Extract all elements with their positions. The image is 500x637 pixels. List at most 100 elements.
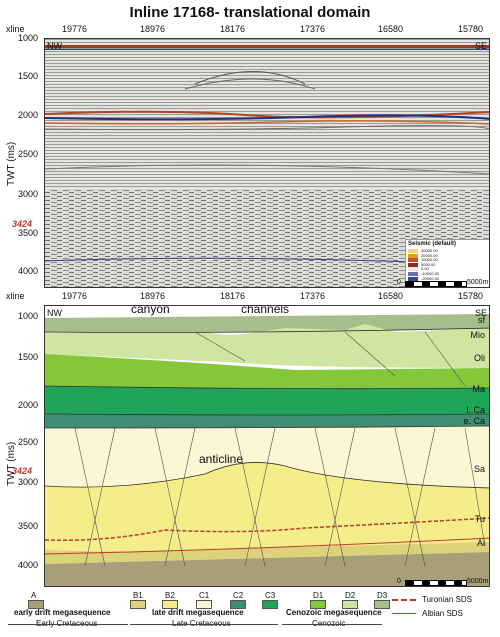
age-line [282,624,382,625]
xline-tick: 15780 [458,291,484,301]
layer-label-lca: l. Ca [466,405,485,415]
seismic-legend-value: -20000.00 [421,275,440,281]
group-name: late drift megasequence [152,608,244,617]
se-label-top: SE [474,41,487,51]
legend-swatch [196,600,212,609]
marker-3424-top: 3424 [11,219,32,229]
unit-legend: A B1 B2 C1 C2 C3 D1 D2 D3 early drift megasequen… [0,591,500,637]
layer-label-al: Al [476,538,485,548]
scale-start-bottom: 0 [397,578,401,585]
seismic-legend-swatch [408,262,418,267]
xline-tick: 16580 [378,291,404,301]
xline-tick: 18976 [140,291,166,301]
scale-start-top: 0 [397,279,401,286]
legend-code: C1 [199,591,210,600]
age-line [8,624,128,625]
albian-line-sample [392,613,416,614]
anticline-label: anticline [199,452,244,466]
y-tick: 3000 [17,477,38,487]
legend-code: C2 [233,591,244,600]
y-tick: 1500 [17,352,38,362]
xline-tick: 18176 [220,24,246,34]
y-tick: 2000 [17,400,38,410]
seismic-legend-entry: 20000.00 [408,252,488,258]
interpretation-image [45,306,489,586]
y-tick: 4000 [17,266,38,276]
albian-label: Albian SDS [422,609,463,618]
interpretation-panel: NW SE canyon channels anticline sf Mio O… [44,305,490,587]
legend-swatch [230,600,246,609]
y-tick: 3500 [17,228,38,238]
group-age: Early Cretaceous [36,619,98,628]
layer-label-oli: Oli [474,353,485,363]
legend-code: B1 [133,591,143,600]
turonian-label: Turonian SDS [422,595,472,604]
layer-label-mio: Mio [470,330,485,340]
seismic-legend-swatch [408,258,418,263]
seismic-legend-value: -10000.00 [421,271,440,276]
group-age: Late Cretaceous [172,619,231,628]
seismic-image [45,39,489,287]
layer-label-sf: sf [477,315,485,325]
y-tick: 1500 [17,71,38,81]
seismic-legend-swatch [408,272,418,276]
layer-label-ma: Ma [472,384,485,394]
y-tick: 2000 [17,110,38,120]
seismic-legend-entry: -20000.00 [408,275,488,281]
xline-tick: 19776 [62,291,88,301]
layer-label-eca: e. Ca [463,416,485,426]
legend-swatch [162,600,178,609]
xline-tick: 17376 [300,24,326,34]
figure-title: Inline 17168- translational domain [129,4,371,21]
legend-code: A [31,591,37,600]
group-age: Cenozoic [312,619,346,628]
seismic-legend-value: 0.00 [421,266,429,272]
y-tick: 4000 [17,560,38,570]
scale-bar-bottom [405,580,467,586]
scale-end-bottom: 5000m [467,578,489,585]
legend-code: C3 [265,591,276,600]
seismic-legend-entry: 30000.00 [408,249,488,253]
y-axis-label-bottom: TWT (ms) [6,441,17,486]
legend-swatch [310,600,326,609]
legend-swatch [342,600,358,609]
legend-swatch [262,600,278,609]
xline-label-bottom: xline [6,291,25,301]
seismic-legend-swatch [408,276,418,281]
canyon-label: canyon [131,305,170,316]
se-label-bottom: SE [474,308,487,318]
legend-code: D3 [377,591,388,600]
seismic-legend-entry: 5000.00 [408,261,488,267]
y-tick: 3500 [17,521,38,531]
legend-swatch [28,600,44,609]
xline-tick: 19776 [62,24,88,34]
group-name: Cenozoic megasequence [286,608,382,617]
seismic-legend-value: 20000.00 [421,252,438,258]
y-tick: 1000 [17,33,38,43]
seismic-legend-entry: 0.00 [408,266,488,272]
legend-code: B2 [165,591,175,600]
seismic-legend-entry: -10000.00 [408,272,488,276]
y-axis-label-top: TWT (ms) [6,141,17,186]
nw-label-top: NW [47,41,62,51]
seismic-legend-swatch [408,253,418,258]
legend-code: D2 [345,591,356,600]
scale-end-top: 5000m [467,279,489,286]
xline-tick: 16580 [378,24,404,34]
seismic-legend-value: 10000.00 [421,257,438,263]
nw-label-bottom: NW [47,308,62,318]
seismic-legend-swatch [408,267,418,272]
seismic-legend-value: 5000.00 [421,261,436,267]
group-name: early drift megasequence [14,608,111,617]
seismic-legend-entry: 10000.00 [408,257,488,263]
channels-label: channels [241,305,290,316]
layer-label-tu: Tu [474,514,485,524]
y-tick: 2500 [17,437,38,447]
xline-tick: 18976 [140,24,166,34]
seismic-panel: NW SE Seismic (default) 30000.00 20000.00… [44,38,490,288]
turonian-line-sample [392,599,416,601]
xline-tick: 17376 [300,291,326,301]
xline-tick: 18176 [220,291,246,301]
y-tick: 3000 [17,189,38,199]
age-line [130,624,278,625]
